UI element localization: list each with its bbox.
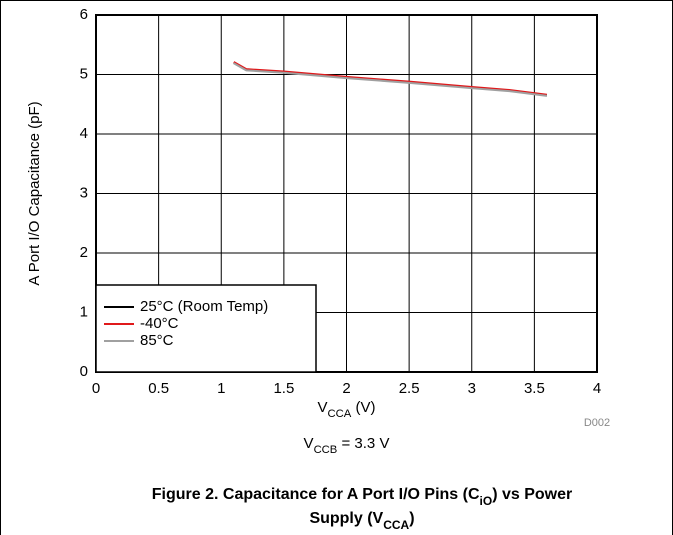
legend-box [95,284,317,373]
caption-line-part: ) vs Power [492,486,572,503]
y-tick-label: 2 [80,244,88,261]
caption-line: Figure 2. Capacitance for A Port I/O Pin… [152,486,572,508]
caption-line-part: Supply (V [309,510,383,527]
x-tick-label: 0 [92,380,100,397]
x-tick-label: 3.5 [524,380,545,397]
y-tick-label: 6 [80,6,88,23]
figure-code: D002 [584,417,610,429]
y-tick-label: 3 [80,184,88,201]
x-tick-label: 2.5 [399,380,420,397]
data-line [233,61,548,96]
x-axis-label-part: CCA [328,408,352,420]
y-axis-label: A Port I/O Capacitance (pF) [26,101,43,285]
x-tick-label: 4 [593,380,601,397]
x-axis-label-part: V [318,399,328,416]
caption-line-part: Figure 2. Capacitance for A Port I/O Pin… [152,486,480,503]
x-tick-label: 0.5 [148,380,169,397]
x-tick-label: 3 [468,380,476,397]
plot-border [95,14,598,373]
x-axis-label: VCCA (V) [318,399,376,420]
annotation-part: CCB [314,444,338,456]
x-tick-label: 1.5 [273,380,294,397]
annotation: VCCB = 3.3 V [304,435,390,456]
data-line [233,62,548,97]
caption-line-part: iO [480,494,493,508]
x-tick-label: 1 [217,380,225,397]
x-axis-label-part: (V) [351,399,375,416]
caption-line-part: ) [409,510,414,527]
caption-line: Supply (VCCA) [309,510,414,532]
caption-line-part: CCA [383,518,409,532]
annotation-part: V [304,435,314,452]
annotation-part: = 3.3 V [337,435,389,452]
y-tick-label: 5 [80,65,88,82]
legend-label: 85°C [140,332,174,349]
y-tick-label: 1 [80,303,88,320]
y-tick-label: 4 [80,125,88,142]
legend-label: 25°C (Room Temp) [140,298,268,315]
y-tick-label: 0 [80,363,88,380]
x-tick-label: 2 [342,380,350,397]
legend-label: -40°C [140,315,179,332]
